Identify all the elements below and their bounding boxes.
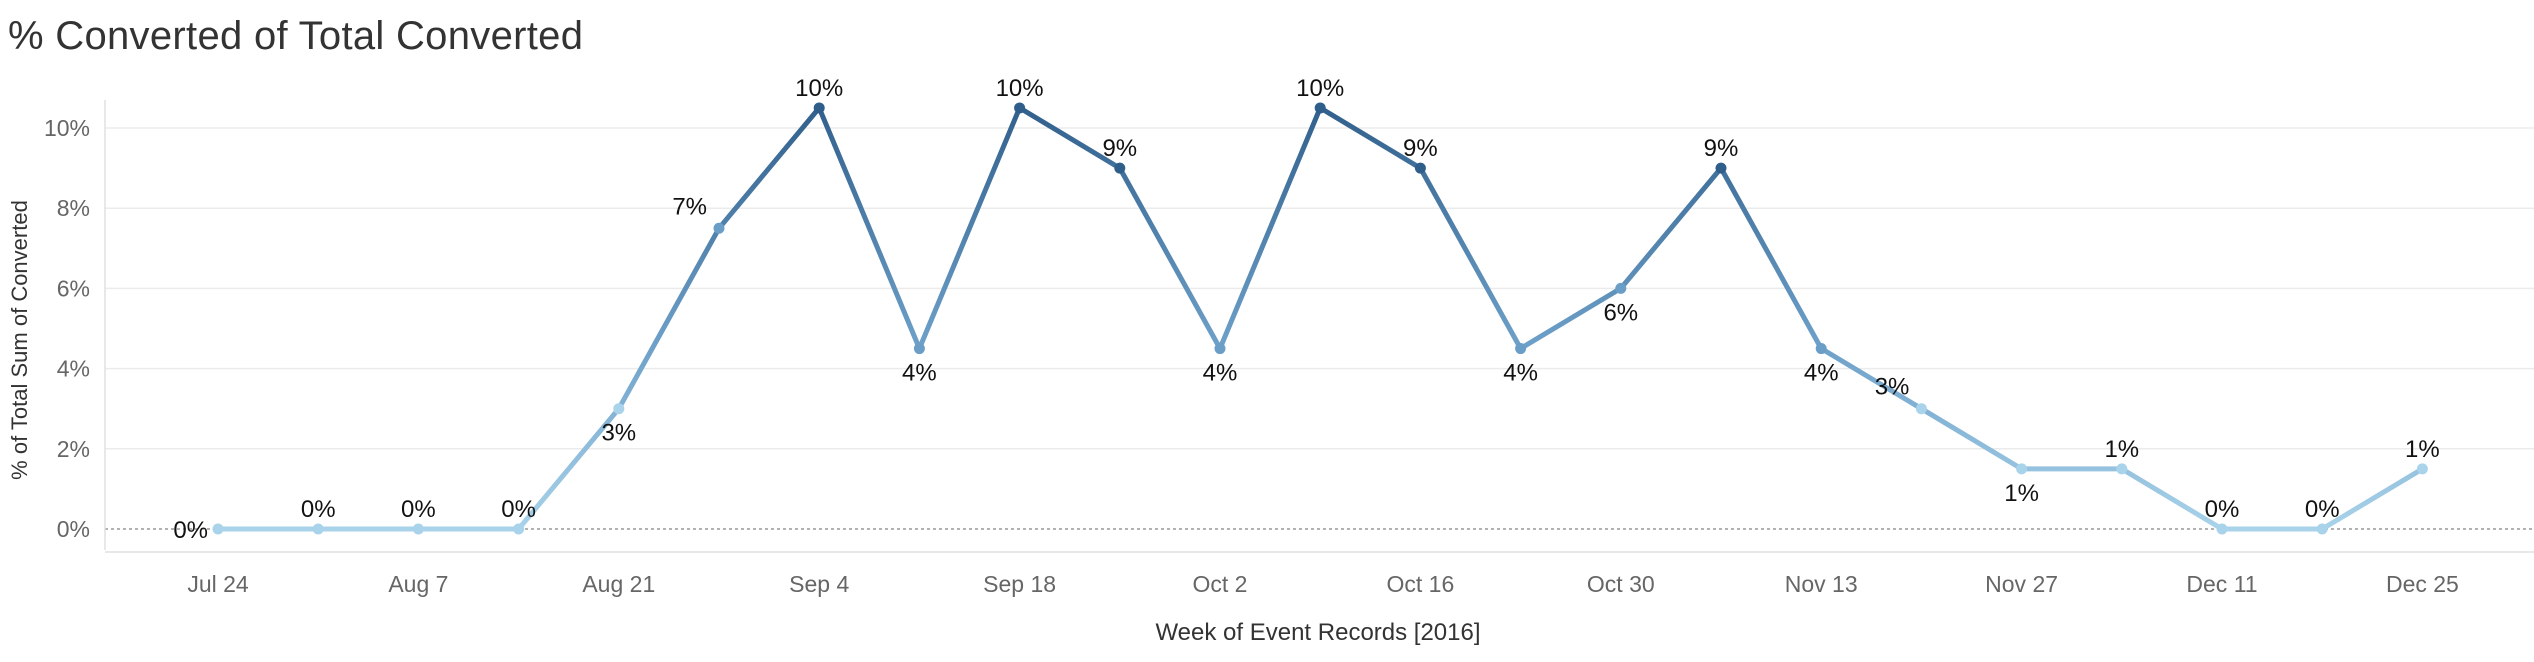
data-point xyxy=(2416,463,2428,475)
data-point xyxy=(1214,343,1226,355)
y-tick-label: 8% xyxy=(57,195,90,221)
data-point xyxy=(1114,162,1126,174)
data-label: 9% xyxy=(1403,135,1438,162)
data-point xyxy=(713,222,725,234)
y-tick-label: 6% xyxy=(57,275,90,301)
x-tick-label: Dec 11 xyxy=(2186,571,2257,597)
data-label: 10% xyxy=(1296,75,1344,102)
data-label: 0% xyxy=(401,496,436,523)
data-point xyxy=(212,523,224,535)
series-path xyxy=(215,105,2425,532)
data-point xyxy=(1515,343,1527,355)
x-tick-label: Jul 24 xyxy=(187,571,249,597)
data-label: 0% xyxy=(2205,496,2240,523)
data-label: 10% xyxy=(795,75,843,102)
data-point xyxy=(2216,523,2228,535)
series-line xyxy=(215,105,2425,532)
data-label: 0% xyxy=(501,496,536,523)
y-tick-label: 4% xyxy=(57,356,90,382)
data-point xyxy=(1815,343,1827,355)
data-point xyxy=(1014,102,1026,114)
data-label: 4% xyxy=(1203,360,1238,387)
y-axis: 0% 2% 4% 6% 8% 10% xyxy=(44,100,2534,553)
data-label: 0% xyxy=(301,496,336,523)
x-tick-label: Nov 13 xyxy=(1785,571,1858,597)
data-point xyxy=(2116,463,2128,475)
data-point xyxy=(2016,463,2028,475)
data-point xyxy=(613,403,625,415)
data-point xyxy=(1414,162,1426,174)
data-label: 7% xyxy=(672,193,707,220)
data-label: 9% xyxy=(1704,135,1739,162)
data-label: 4% xyxy=(1804,360,1839,387)
x-tick-label: Dec 25 xyxy=(2386,571,2459,597)
x-tick-label: Oct 16 xyxy=(1387,571,1455,597)
chart-title: % Converted of Total Converted xyxy=(8,14,584,58)
data-label: 4% xyxy=(1503,360,1538,387)
x-tick-label: Nov 27 xyxy=(1985,571,2058,597)
data-point xyxy=(813,102,825,114)
x-axis-title: Week of Event Records [2016] xyxy=(1155,619,1480,646)
data-label: 9% xyxy=(1102,135,1137,162)
data-label: 1% xyxy=(2405,436,2440,463)
x-axis: Jul 24 Aug 7 Aug 21 Sep 4 Sep 18 Oct 2 Oct 16 O… xyxy=(187,571,2459,597)
y-axis-title: % of Total Sum of Converted xyxy=(7,200,32,480)
x-tick-label: Aug 7 xyxy=(388,571,448,597)
data-point xyxy=(312,523,324,535)
data-label: 6% xyxy=(1603,299,1638,326)
x-tick-label: Sep 18 xyxy=(983,571,1056,597)
gridlines xyxy=(105,127,2534,530)
data-point xyxy=(913,343,925,355)
data-label: 3% xyxy=(1875,374,1910,401)
data-point xyxy=(1615,282,1627,294)
data-point xyxy=(1314,102,1326,114)
data-point xyxy=(513,523,525,535)
x-tick-label: Aug 21 xyxy=(582,571,655,597)
y-tick-label: 2% xyxy=(57,436,90,462)
data-point xyxy=(1915,403,1927,415)
y-tick-label: 10% xyxy=(44,115,90,141)
x-tick-label: Oct 30 xyxy=(1587,571,1655,597)
data-label: 4% xyxy=(902,360,937,387)
data-points xyxy=(212,102,2428,535)
x-tick-label: Oct 2 xyxy=(1193,571,1248,597)
data-label: 3% xyxy=(601,420,636,447)
data-labels: 0% 0% 0% 0% 3% 7% 10% 4% 10% 9% 4% 10% 9% 4% 6% 9% 4% 3% 1… xyxy=(173,75,2439,544)
data-label: 1% xyxy=(2104,436,2139,463)
data-point xyxy=(2316,523,2328,535)
data-label: 0% xyxy=(2305,496,2340,523)
x-tick-label: Sep 4 xyxy=(789,571,849,597)
data-label: 0% xyxy=(173,517,208,544)
data-point xyxy=(412,523,424,535)
data-label: 10% xyxy=(996,75,1044,102)
data-label: 1% xyxy=(2004,480,2039,507)
data-point xyxy=(1715,162,1727,174)
y-tick-label: 0% xyxy=(57,516,90,542)
